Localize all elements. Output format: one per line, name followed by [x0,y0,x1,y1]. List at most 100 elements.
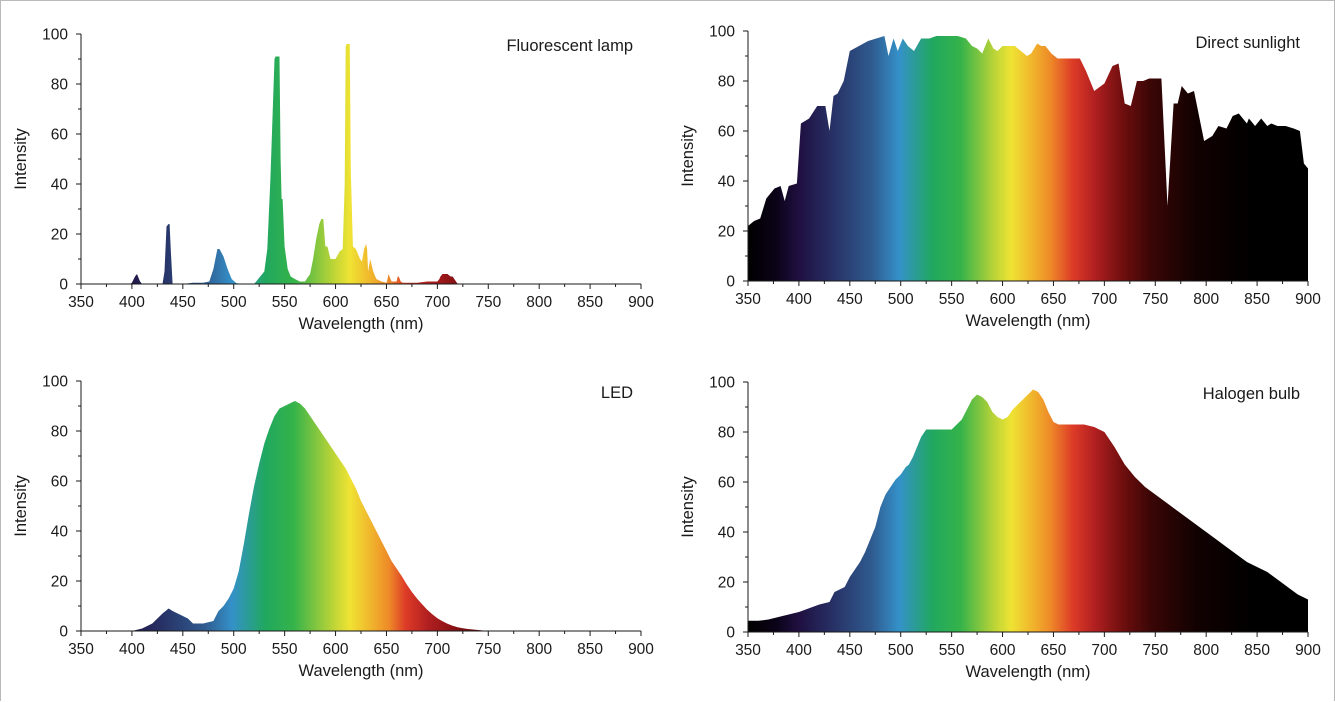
x-tick-label-direct-sunlight: 700 [1091,291,1117,308]
x-tick-label-halogen-bulb: 700 [1091,642,1117,659]
x-tick-label-halogen-bulb: 550 [939,642,965,659]
x-tick-label-fluorescent-lamp: 550 [272,294,298,311]
spectrum-area-led [81,401,641,631]
y-tick-label-halogen-bulb: 20 [718,575,736,592]
x-tick-label-fluorescent-lamp: 800 [526,294,552,311]
y-axis-halogen-bulb: 0 20 40 60 80 100 [709,375,749,642]
panel-title-halogen-bulb: Halogen bulb [1203,385,1300,403]
spectrum-area-halogen-bulb [748,389,1308,632]
x-axis-fluorescent-lamp: 350 400 450 500 550 600 650 700 750 800 850 900 [68,283,654,311]
y-axis-title-led: Intensity [12,475,30,537]
y-tick-label-halogen-bulb: 40 [718,525,736,542]
x-tick-label-fluorescent-lamp: 650 [374,294,400,311]
x-tick-label-led: 550 [272,641,298,658]
x-tick-label-halogen-bulb: 400 [786,642,812,659]
x-tick-label-direct-sunlight: 350 [735,291,761,308]
y-tick-label-halogen-bulb: 60 [718,475,736,492]
y-tick-label-direct-sunlight: 20 [718,224,736,241]
x-tick-label-led: 700 [424,641,450,658]
y-tick-label-fluorescent-lamp: 100 [42,27,68,44]
x-axis-halogen-bulb: 350 400 450 500 550 600 650 700 750 800 850 900 [735,631,1321,659]
y-tick-label-led: 20 [51,574,69,591]
x-axis-led: 350 400 450 500 550 600 650 700 750 800 850 900 [68,630,654,658]
panel-led: 350 400 450 500 550 600 650 700 750 800 850 900 0 20… [12,374,654,681]
x-tick-label-direct-sunlight: 650 [1041,291,1067,308]
x-tick-label-led: 350 [68,641,94,658]
x-tick-label-halogen-bulb: 450 [837,642,863,659]
x-tick-label-fluorescent-lamp: 700 [424,294,450,311]
y-tick-label-fluorescent-lamp: 0 [59,277,68,294]
x-tick-label-fluorescent-lamp: 750 [475,294,501,311]
panel-title-fluorescent-lamp: Fluorescent lamp [506,37,633,55]
x-tick-label-led: 800 [526,641,552,658]
x-tick-label-fluorescent-lamp: 350 [68,294,94,311]
y-tick-label-led: 40 [51,524,69,541]
y-tick-label-fluorescent-lamp: 60 [51,127,69,144]
x-axis-title-direct-sunlight: Wavelength (nm) [965,312,1090,330]
y-tick-label-led: 80 [51,424,69,441]
x-tick-label-halogen-bulb: 500 [888,642,914,659]
y-axis-title-fluorescent-lamp: Intensity [12,128,30,190]
x-tick-label-halogen-bulb: 350 [735,642,761,659]
x-tick-label-led: 450 [170,641,196,658]
x-tick-label-direct-sunlight: 450 [837,291,863,308]
x-tick-label-direct-sunlight: 600 [990,291,1016,308]
x-tick-label-halogen-bulb: 800 [1193,642,1219,659]
x-tick-label-led: 750 [475,641,501,658]
y-tick-label-halogen-bulb: 100 [709,375,735,392]
y-tick-label-direct-sunlight: 0 [726,274,735,291]
x-tick-label-fluorescent-lamp: 400 [119,294,145,311]
x-tick-label-led: 500 [221,641,247,658]
x-axis-title-halogen-bulb: Wavelength (nm) [965,663,1090,681]
x-tick-label-fluorescent-lamp: 500 [221,294,247,311]
panel-title-direct-sunlight: Direct sunlight [1195,34,1300,52]
panel-direct-sunlight: 350 400 450 500 550 600 650 700 750 800 850 900 0 20… [679,24,1321,331]
y-tick-label-led: 100 [42,374,68,391]
x-tick-label-direct-sunlight: 900 [1295,291,1321,308]
x-tick-label-direct-sunlight: 550 [939,291,965,308]
spectrum-area-direct-sunlight [748,36,1308,281]
x-tick-label-fluorescent-lamp: 850 [577,294,603,311]
x-axis-direct-sunlight: 350 400 450 500 550 600 650 700 750 800 850 900 [735,280,1321,308]
x-tick-label-halogen-bulb: 750 [1142,642,1168,659]
y-tick-label-fluorescent-lamp: 40 [51,177,69,194]
x-tick-label-fluorescent-lamp: 900 [628,294,654,311]
x-tick-label-direct-sunlight: 500 [888,291,914,308]
y-tick-label-direct-sunlight: 100 [709,24,735,41]
x-tick-label-led: 400 [119,641,145,658]
y-tick-label-led: 0 [59,624,68,641]
y-tick-label-direct-sunlight: 40 [718,174,736,191]
x-tick-label-led: 900 [628,641,654,658]
x-tick-label-fluorescent-lamp: 600 [323,294,349,311]
x-tick-label-led: 600 [323,641,349,658]
x-tick-label-led: 650 [374,641,400,658]
x-tick-label-direct-sunlight: 400 [786,291,812,308]
x-axis-title-fluorescent-lamp: Wavelength (nm) [298,315,423,333]
x-tick-label-direct-sunlight: 800 [1193,291,1219,308]
y-tick-label-direct-sunlight: 60 [718,124,736,141]
x-tick-label-halogen-bulb: 850 [1244,642,1270,659]
x-tick-label-fluorescent-lamp: 450 [170,294,196,311]
panel-fluorescent-lamp: 350 400 450 500 550 600 650 700 750 800 850 900 0 20… [12,27,654,334]
x-tick-label-direct-sunlight: 850 [1244,291,1270,308]
x-tick-label-led: 850 [577,641,603,658]
panel-title-led: LED [601,384,633,402]
y-tick-label-led: 60 [51,474,69,491]
spectrum-area-fluorescent-lamp [81,44,641,284]
panel-halogen-bulb: 350 400 450 500 550 600 650 700 750 800 850 900 0 20… [679,375,1321,682]
y-tick-label-halogen-bulb: 80 [718,425,736,442]
x-axis-title-led: Wavelength (nm) [298,662,423,680]
y-tick-label-halogen-bulb: 0 [726,625,735,642]
y-axis-direct-sunlight: 0 20 40 60 80 100 [709,24,749,291]
y-tick-label-fluorescent-lamp: 20 [51,227,69,244]
x-tick-label-halogen-bulb: 650 [1041,642,1067,659]
x-tick-label-halogen-bulb: 900 [1295,642,1321,659]
y-axis-led: 0 20 40 60 80 100 [42,374,82,641]
y-tick-label-direct-sunlight: 80 [718,74,736,91]
x-tick-label-halogen-bulb: 600 [990,642,1016,659]
y-axis-title-direct-sunlight: Intensity [679,125,697,187]
y-axis-title-halogen-bulb: Intensity [679,476,697,538]
y-tick-label-fluorescent-lamp: 80 [51,77,69,94]
